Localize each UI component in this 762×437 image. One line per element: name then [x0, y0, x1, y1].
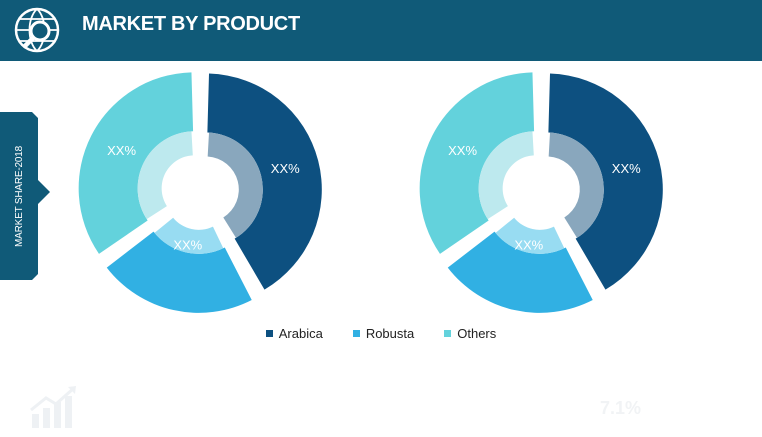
slice-label-robusta-2: XX%	[514, 238, 543, 253]
legend-item-others: Others	[444, 326, 496, 341]
legend-label-robusta: Robusta	[365, 325, 415, 341]
slice-others-1	[78, 72, 194, 254]
side-tab-shape	[0, 112, 50, 280]
slice-arabica-1	[207, 73, 322, 290]
slice-inner-robusta-1	[154, 217, 224, 254]
header-bar: MARKET BY PRODUCT	[0, 0, 762, 61]
donut-chart-1: XX% XX% XX%	[78, 72, 322, 313]
globe-search-icon	[14, 7, 60, 53]
slice-label-robusta-1: XX%	[173, 238, 202, 253]
slice-label-others-2: XX%	[448, 143, 477, 158]
donut-chart-2: XX% XX% XX%	[419, 72, 663, 313]
growth-chart-icon	[30, 386, 76, 428]
slice-others-2	[419, 72, 535, 254]
slice-label-arabica-2: XX%	[612, 161, 641, 176]
watermark-text: 7.1%	[600, 398, 642, 418]
slice-inner-arabica-2	[548, 132, 604, 238]
slice-arabica-2	[548, 73, 663, 290]
legend-swatch-others	[444, 329, 452, 337]
donut-charts: XX% XX% XX% XX% XX% XX%	[78, 72, 663, 313]
slice-robusta-1	[106, 231, 252, 313]
legend-swatch-arabica	[265, 329, 273, 337]
legend-item-robusta: Robusta	[352, 325, 415, 341]
legend-swatch-robusta	[352, 329, 360, 337]
legend-label-others: Others	[457, 325, 497, 341]
slice-inner-others-2	[478, 131, 534, 220]
slice-label-arabica-1: XX%	[271, 161, 300, 176]
chart-legend: Arabica Robusta Others	[0, 322, 762, 344]
slice-inner-robusta-2	[495, 217, 565, 254]
slice-robusta-2	[447, 231, 593, 313]
slice-label-others-1: XX%	[107, 143, 136, 158]
slice-inner-others-1	[137, 131, 193, 220]
page-title: MARKET BY PRODUCT	[82, 13, 300, 35]
slice-inner-arabica-1	[207, 132, 263, 238]
legend-label-arabica: Arabica	[278, 325, 323, 341]
legend-item-arabica: Arabica	[265, 325, 323, 341]
